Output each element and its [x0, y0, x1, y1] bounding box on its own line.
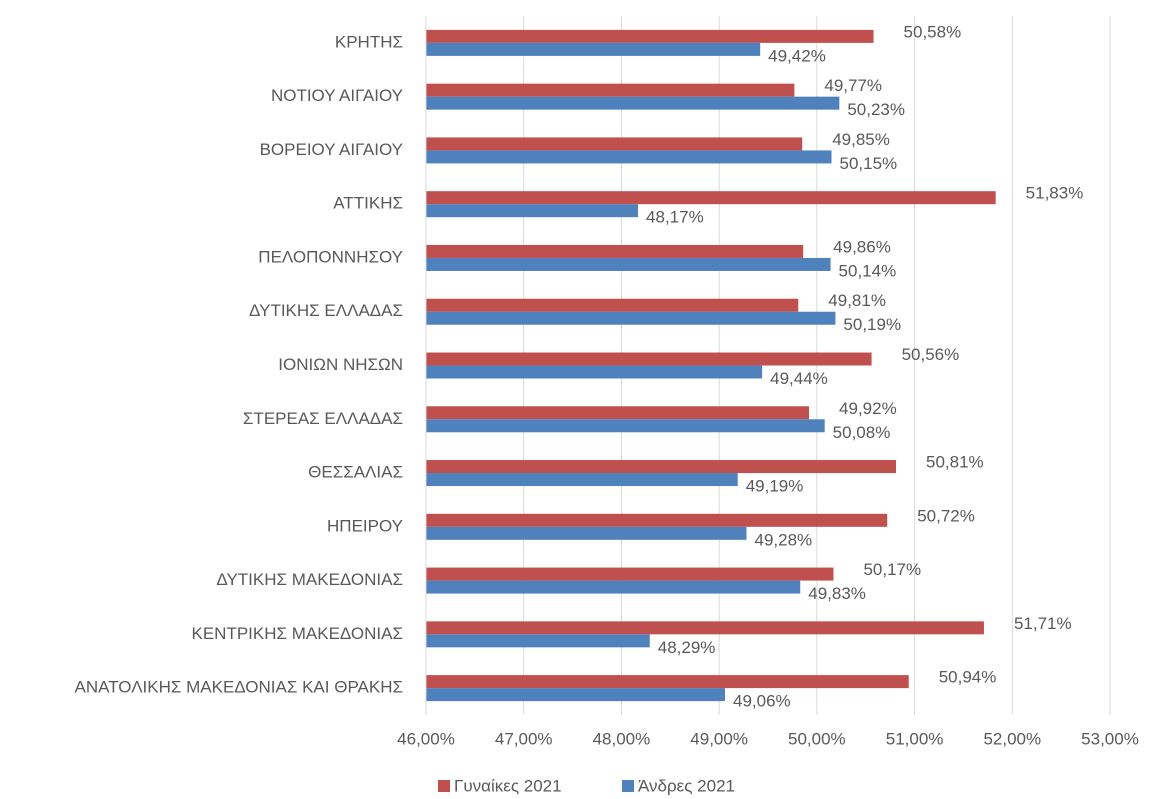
- bar: [426, 406, 810, 420]
- data-label: 51,71%: [1014, 614, 1072, 633]
- data-label: 49,86%: [833, 237, 891, 256]
- data-label: 50,08%: [833, 423, 891, 442]
- y-tick-label: ΒΟΡΕΙΟΥ ΑΙΓΑΙΟΥ: [260, 140, 403, 159]
- y-tick-label: ΚΕΝΤΡΙΚΗΣ ΜΑΚΕΔΟΝΙΑΣ: [192, 624, 404, 643]
- legend-swatch: [622, 780, 634, 792]
- data-label: 50,81%: [926, 453, 984, 472]
- data-label: 50,94%: [939, 668, 997, 687]
- data-label: 50,19%: [843, 315, 901, 334]
- y-tick-label: ΗΠΕΙΡΟΥ: [327, 516, 403, 535]
- y-tick-label: ΑΤΤΙΚΗΣ: [333, 194, 403, 213]
- y-tick-label: ΑΝΑΤΟΛΙΚΗΣ ΜΑΚΕΔΟΝΙΑΣ ΚΑΙ ΘΡΑΚΗΣ: [75, 678, 403, 697]
- bar: [426, 526, 747, 540]
- bar: [426, 675, 909, 689]
- bar: [426, 634, 650, 648]
- x-tick-label: 47,00%: [495, 729, 553, 748]
- bar: [426, 42, 761, 56]
- bar: [426, 204, 639, 218]
- data-label: 49,06%: [733, 692, 791, 711]
- bar: [426, 580, 801, 594]
- data-label: 50,72%: [917, 506, 975, 525]
- bar: [426, 473, 738, 487]
- legend-label: Άνδρες 2021: [638, 776, 735, 795]
- y-tick-label: ΔΥΤΙΚΗΣ ΜΑΚΕΔΟΝΙΑΣ: [216, 570, 403, 589]
- data-label: 48,17%: [646, 208, 704, 227]
- bar: [426, 513, 888, 527]
- x-tick-label: 48,00%: [593, 729, 651, 748]
- data-label: 49,81%: [828, 291, 886, 310]
- bar: [426, 621, 984, 635]
- legend-label: Γυναίκες 2021: [454, 776, 562, 795]
- legend-swatch: [438, 780, 450, 792]
- x-tick-label: 51,00%: [886, 729, 944, 748]
- x-tick-label: 46,00%: [397, 729, 455, 748]
- bar: [426, 29, 874, 43]
- bar: [426, 96, 840, 110]
- bar: [426, 298, 799, 312]
- bar: [426, 83, 795, 97]
- data-label: 49,28%: [755, 530, 813, 549]
- data-label: 49,44%: [770, 369, 828, 388]
- data-label: 49,77%: [824, 76, 882, 95]
- data-label: 50,14%: [839, 261, 897, 280]
- bar: [426, 460, 897, 474]
- x-tick-label: 52,00%: [983, 729, 1041, 748]
- y-tick-label: ΔΥΤΙΚΗΣ ΕΛΛΑΔΑΣ: [249, 301, 403, 320]
- y-tick-label: ΘΕΣΣΑΛΙΑΣ: [308, 463, 403, 482]
- bar: [426, 191, 996, 205]
- data-label: 49,85%: [832, 130, 890, 149]
- data-label: 50,58%: [904, 22, 962, 41]
- x-tick-label: 50,00%: [788, 729, 846, 748]
- y-tick-label: ΙΟΝΙΩΝ ΝΗΣΩΝ: [278, 355, 403, 374]
- data-label: 49,92%: [839, 399, 897, 418]
- y-tick-label: ΣΤΕΡΕΑΣ ΕΛΛΑΔΑΣ: [243, 409, 403, 428]
- bar: [426, 567, 834, 581]
- x-tick-label: 53,00%: [1081, 729, 1139, 748]
- y-tick-label: ΠΕΛΟΠΟΝΝΗΣΟΥ: [258, 247, 403, 266]
- bar: [426, 244, 804, 258]
- data-label: 50,17%: [863, 560, 921, 579]
- bar: [426, 419, 825, 433]
- bar: [426, 150, 832, 164]
- y-tick-label: ΝΟΤΙΟΥ ΑΙΓΑΙΟΥ: [271, 86, 403, 105]
- bar: [426, 311, 836, 325]
- data-label: 48,29%: [658, 638, 716, 657]
- x-tick-label: 49,00%: [690, 729, 748, 748]
- data-label: 50,23%: [847, 100, 905, 119]
- data-label: 49,42%: [768, 46, 826, 65]
- bar: [426, 137, 803, 151]
- data-label: 50,15%: [840, 154, 898, 173]
- y-tick-label: ΚΡΗΤΗΣ: [335, 32, 403, 51]
- bar: [426, 352, 872, 366]
- data-label: 49,83%: [808, 584, 866, 603]
- bar: [426, 688, 726, 702]
- data-label: 49,19%: [746, 477, 804, 496]
- bar: [426, 257, 831, 271]
- data-label: 50,56%: [902, 345, 960, 364]
- data-label: 51,83%: [1026, 184, 1084, 203]
- bar: [426, 365, 763, 379]
